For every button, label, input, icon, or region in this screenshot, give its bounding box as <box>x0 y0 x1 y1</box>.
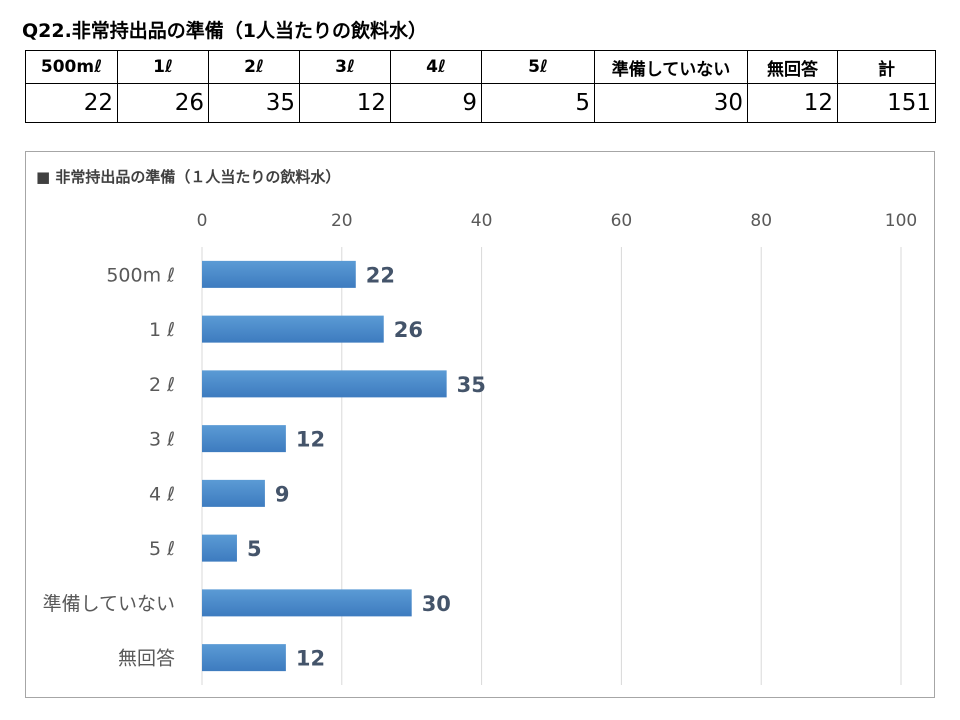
data-label: 9 <box>275 482 290 506</box>
category-label: 2 ℓ <box>149 374 175 396</box>
table-cell: 26 <box>117 83 209 123</box>
table-cell: 35 <box>208 83 300 123</box>
category-label: 1 ℓ <box>149 319 175 341</box>
category-label: 準備していない <box>43 593 175 615</box>
x-tick-label: 100 <box>885 211 917 231</box>
summary-table: 500mℓ 1ℓ 2ℓ 3ℓ 4ℓ 5ℓ 準備していない 無回答 計 22 26… <box>25 50 936 123</box>
category-label: 500m ℓ <box>106 264 175 286</box>
data-label: 26 <box>394 318 423 342</box>
x-tick-label: 60 <box>611 211 633 231</box>
page-title: Q22.非常持出品の準備（1人当たりの飲料水） <box>22 20 428 42</box>
category-label: 3 ℓ <box>149 429 175 451</box>
bar <box>202 534 237 562</box>
bar <box>202 260 356 288</box>
x-tick-label: 20 <box>331 211 353 231</box>
table-cell: 30 <box>594 83 748 123</box>
bar <box>202 644 286 672</box>
data-label: 30 <box>422 592 451 616</box>
table-cell: 5 <box>481 83 595 123</box>
bar-chart-panel: ■ 非常持出品の準備（１人当たりの飲料水） 0 20 40 60 80 100 22 26 3… <box>25 151 935 698</box>
square-bullet-icon: ■ <box>36 168 51 186</box>
table-header-cell: 3ℓ <box>299 50 391 84</box>
table-header-cell: 準備していない <box>594 50 748 84</box>
table-cell: 12 <box>747 83 838 123</box>
category-label: 4 ℓ <box>149 483 175 505</box>
bar <box>202 315 384 343</box>
bar <box>202 370 447 398</box>
table-cell: 12 <box>299 83 391 123</box>
table-cell: 151 <box>837 83 936 123</box>
data-label: 22 <box>366 263 395 287</box>
bar <box>202 425 286 453</box>
chart-title: ■ 非常持出品の準備（１人当たりの飲料水） <box>36 166 340 187</box>
data-label: 12 <box>296 428 325 452</box>
table-cell: 22 <box>25 83 118 123</box>
bar <box>202 479 265 507</box>
chart-title-text: 非常持出品の準備（１人当たりの飲料水） <box>55 168 341 186</box>
category-label: 無回答 <box>118 648 175 670</box>
table-header-cell: 4ℓ <box>390 50 482 84</box>
bar-chart: 0 20 40 60 80 100 22 26 35 12 9 5 30 12 500m ℓ 1 ℓ 2 ℓ… <box>43 211 917 685</box>
x-tick-label: 80 <box>750 211 772 231</box>
table-header-cell: 2ℓ <box>208 50 300 84</box>
table-header-cell: 5ℓ <box>481 50 595 84</box>
x-tick-label: 0 <box>197 211 208 231</box>
bar <box>202 589 412 617</box>
x-tick-label: 40 <box>471 211 493 231</box>
category-label: 5 ℓ <box>149 538 175 560</box>
data-label: 35 <box>457 373 486 397</box>
table-header-cell: 計 <box>837 50 936 84</box>
table-header-cell: 無回答 <box>747 50 838 84</box>
table-cell: 9 <box>390 83 482 123</box>
data-label: 12 <box>296 647 325 671</box>
table-header-cell: 500mℓ <box>25 50 118 84</box>
table-row: 22 26 35 12 9 5 30 12 151 <box>25 83 936 123</box>
data-label: 5 <box>247 537 262 561</box>
table-header-row: 500mℓ 1ℓ 2ℓ 3ℓ 4ℓ 5ℓ 準備していない 無回答 計 <box>25 50 936 84</box>
table-header-cell: 1ℓ <box>117 50 209 84</box>
